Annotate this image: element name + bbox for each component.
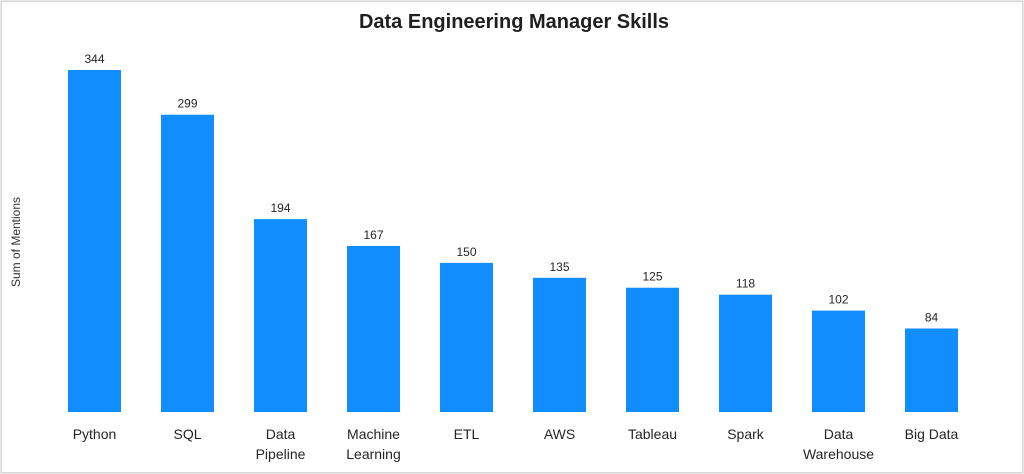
x-tick-label-machine-learning: Machine Learning (346, 426, 401, 462)
data-label-data-pipeline: 194 (270, 201, 290, 215)
bar-machine-learning[interactable] (347, 245, 400, 412)
x-tick-label-etl: ETL (454, 426, 480, 442)
bar-aws[interactable] (533, 277, 586, 412)
data-label-etl: 150 (456, 245, 476, 259)
bar-etl[interactable] (440, 262, 493, 412)
data-labels-group: 344 299 194 167 150 135 125 118 102 84 (84, 52, 938, 324)
x-tick-labels-group: Python SQL Data Pipeline Machine Learning ETL A… (73, 426, 959, 462)
x-tick-label-big-data: Big Data (905, 426, 959, 442)
bar-data-pipeline[interactable] (254, 219, 307, 412)
bar-python[interactable] (68, 70, 121, 412)
bar-sql[interactable] (161, 114, 214, 412)
bar-data-warehouse[interactable] (812, 310, 865, 412)
data-label-sql: 299 (177, 97, 197, 111)
data-label-machine-learning: 167 (363, 228, 383, 242)
data-label-data-warehouse: 102 (828, 293, 848, 307)
bar-spark[interactable] (719, 294, 772, 412)
bar-tableau[interactable] (626, 287, 679, 412)
x-tick-label-python: Python (73, 426, 117, 442)
x-tick-label-sql: SQL (173, 426, 201, 442)
x-tick-label-aws: AWS (544, 426, 575, 442)
bar-big-data[interactable] (905, 328, 958, 412)
x-tick-label-data-pipeline: Data Pipeline (256, 426, 306, 462)
x-tick-label-data-warehouse: Data Warehouse (803, 426, 874, 462)
x-tick-label-spark: Spark (727, 426, 765, 442)
data-label-python: 344 (84, 52, 104, 66)
data-label-tableau: 125 (642, 270, 662, 284)
data-label-big-data: 84 (925, 310, 939, 324)
bars-group (68, 70, 958, 412)
data-label-spark: 118 (736, 277, 755, 291)
x-tick-label-tableau: Tableau (628, 426, 677, 442)
y-axis-label: Sum of Mentions (9, 197, 23, 287)
data-label-aws: 135 (549, 260, 569, 274)
chart-title: Data Engineering Manager Skills (359, 11, 669, 33)
